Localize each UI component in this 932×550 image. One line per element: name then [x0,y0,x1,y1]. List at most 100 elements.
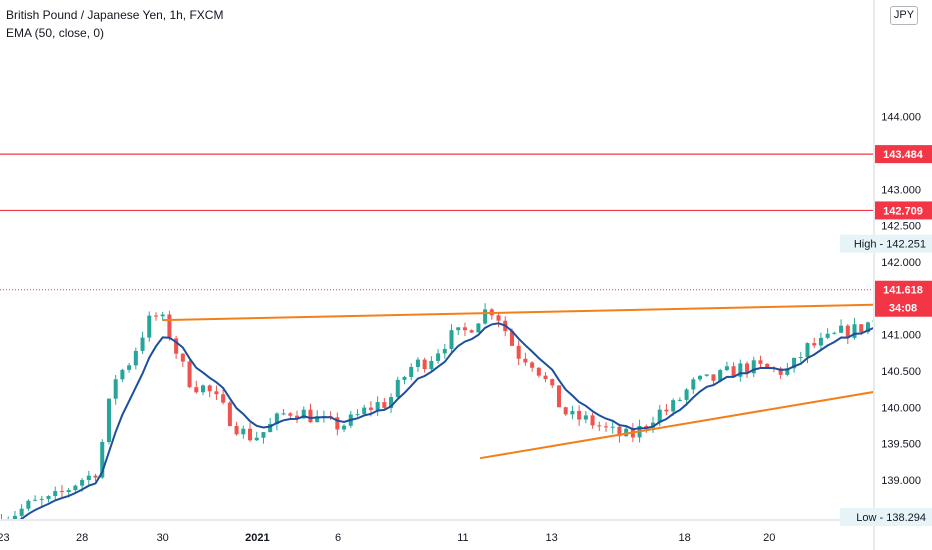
candle-body [812,343,817,346]
candle-body [624,428,629,437]
candle-body [745,363,750,374]
low-label-bg [840,508,932,526]
candle-body [798,357,803,359]
candle-body [738,363,743,377]
candle-body [691,379,696,390]
candle-body [194,387,199,393]
candle-body [362,407,367,415]
candle-body [268,424,273,433]
candle-body [133,350,138,366]
candle-body [187,361,192,388]
candle-body [59,491,64,493]
trendline-lower-support [479,391,873,460]
candle-body [6,521,10,527]
candle-body [839,325,844,333]
candle-body [523,358,528,363]
level-price-label: 142.709 [883,205,923,217]
trendline-upper-resistance [162,303,873,322]
candle-body [879,320,883,324]
candle-body [476,323,481,333]
candle-body [483,309,488,324]
candle-body [852,324,857,338]
x-tick-label: 18 [678,532,690,544]
candle-body [698,375,703,380]
candle-body [153,315,158,317]
x-tick-label: 20 [763,532,775,544]
candle-body [167,314,172,339]
candle-body [785,368,790,375]
candle-body [603,426,609,428]
low-label: Low - 138.294 [856,512,926,524]
candle-body [66,490,71,493]
level-price-label: 143.484 [883,149,924,161]
candle-body [174,338,179,354]
candle-body [12,515,17,519]
candle-body [26,500,31,509]
candle-body [859,324,864,333]
high-label: High - 142.251 [854,239,926,251]
y-tick-label: 142.500 [881,221,921,233]
bar-countdown-label: 34:08 [889,303,917,315]
candle-body [509,331,514,346]
candle-body [832,332,837,334]
candle-body [704,374,709,376]
candle-body [274,413,279,425]
candle-body [536,367,541,376]
candle-body [845,325,850,338]
candle-body [214,391,219,395]
candle-body [19,508,24,516]
candle-body [73,485,78,491]
candle-body [106,398,111,442]
candle-body [570,410,575,415]
candle-body [900,318,904,319]
candle-body [530,362,535,368]
y-tick-label: 141.000 [881,330,921,342]
candle-body [429,360,434,370]
candle-body [0,520,4,527]
candle-body [617,426,622,437]
candle-body [865,322,870,333]
candle-body [825,333,830,338]
candle-body [496,315,501,321]
candle-body [677,399,682,401]
candle-body [664,409,669,412]
candle-body [382,402,387,408]
candle-body [778,368,783,375]
candle-body [456,327,461,331]
candle-body [449,330,454,349]
candle-body [221,394,226,403]
y-tick-label: 142.000 [881,257,921,269]
candle-body [590,415,595,426]
plot-area [0,153,904,527]
candle-body [248,428,253,441]
last-price-label: 141.618 [883,285,923,297]
y-tick-label: 140.500 [881,366,921,378]
candle-body [261,432,266,438]
candle-body [200,385,206,393]
candle-body [577,410,582,420]
y-tick-label: 144.000 [881,112,921,124]
x-tick-label: 6 [335,532,341,544]
candle-body [597,425,602,427]
candle-body [516,345,521,359]
x-tick-label: 30 [157,532,169,544]
candle-body [315,416,320,423]
candle-body [288,413,293,416]
candle-body [711,374,716,381]
candle-body [724,366,729,371]
y-tick-label: 139.000 [881,475,921,487]
currency-badge[interactable]: JPY [890,6,918,25]
candle-body [234,425,239,435]
ema-line [19,322,873,519]
candle-body [765,363,770,368]
candle-body [469,330,474,333]
candle-body [422,359,427,370]
y-tick-label: 143.000 [881,184,921,196]
candle-body [39,498,44,500]
candle-body [33,499,38,501]
candle-body [550,379,555,386]
high-label-bg [840,234,932,253]
candle-body [301,409,306,419]
candle-body [644,425,649,428]
